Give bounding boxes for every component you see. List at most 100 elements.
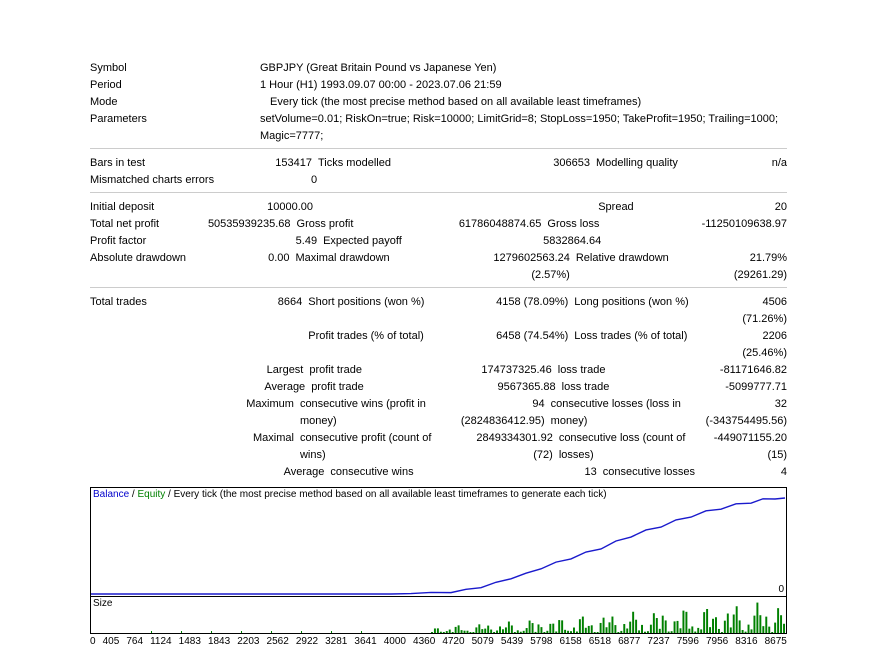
bars-value: 153417 bbox=[247, 155, 312, 172]
xaxis-tick: 8675 bbox=[765, 636, 787, 647]
grossprofit-label: Gross profit bbox=[291, 216, 459, 233]
short-value: 4158 (78.09%) bbox=[485, 294, 568, 328]
avg-cl-label: consecutive losses bbox=[597, 464, 781, 481]
row-symbol: Symbol GBPJPY (Great Britain Pound vs Ja… bbox=[90, 60, 787, 77]
max-cw-label: consecutive wins (profit in money) bbox=[294, 396, 455, 430]
spread-value: 20 bbox=[775, 199, 787, 216]
ltrades-label: Loss trades (% of total) bbox=[568, 328, 742, 362]
balance-line-svg bbox=[91, 488, 786, 596]
totaltrades-value: 8664 bbox=[240, 294, 302, 328]
reldd-value: 21.79% (29261.29) bbox=[734, 250, 787, 284]
separator bbox=[90, 192, 787, 199]
xaxis-tick: 405 bbox=[103, 636, 120, 647]
xaxis-tick: 1483 bbox=[179, 636, 201, 647]
xaxis-tick: 4000 bbox=[384, 636, 406, 647]
xaxis-tick: 7237 bbox=[647, 636, 669, 647]
totaltrades-label: Total trades bbox=[90, 294, 240, 328]
xaxis-tick: 7956 bbox=[706, 636, 728, 647]
grossloss-value: -11250109638.97 bbox=[702, 216, 787, 233]
payoff-label: Expected payoff bbox=[317, 233, 512, 250]
xaxis-tick: 4360 bbox=[413, 636, 435, 647]
maximum-label: Maximum bbox=[229, 396, 294, 430]
size-chart: Size bbox=[90, 597, 787, 634]
avg-pt-value: 9567365.88 bbox=[475, 379, 556, 396]
mode-value: Every tick (the most precise method base… bbox=[260, 94, 787, 111]
maxdd-label: Maximal drawdown bbox=[290, 250, 462, 284]
legend-balance: Balance bbox=[93, 489, 129, 500]
xaxis-tick: 5798 bbox=[530, 636, 552, 647]
row-mode: Mode Every tick (the most precise method… bbox=[90, 94, 787, 111]
largest-lt-label: loss trade bbox=[552, 362, 720, 379]
grossloss-label: Gross loss bbox=[541, 216, 701, 233]
chart-legend: Balance / Equity / Every tick (the most … bbox=[93, 489, 607, 500]
ticks-value: 306653 bbox=[503, 155, 590, 172]
size-bars-svg bbox=[91, 597, 786, 633]
separator bbox=[90, 287, 787, 294]
deposit-value: 10000.00 bbox=[248, 199, 313, 216]
mismatch-label: Mismatched charts errors bbox=[90, 172, 251, 189]
spread-label: Spread bbox=[592, 199, 775, 216]
mismatch-value: 0 bbox=[251, 172, 317, 189]
ptrades-value: 6458 (74.54%) bbox=[485, 328, 568, 362]
chart-zero: 0 bbox=[778, 584, 784, 595]
maximal-label: Maximal bbox=[229, 430, 294, 464]
xaxis-tick: 3641 bbox=[354, 636, 376, 647]
xaxis-tick: 2203 bbox=[237, 636, 259, 647]
long-label: Long positions (won %) bbox=[568, 294, 742, 328]
symbol-label: Symbol bbox=[90, 60, 260, 77]
legend-rest: / Every tick (the most precise method ba… bbox=[165, 489, 606, 500]
profitfactor-value: 5.49 bbox=[251, 233, 317, 250]
xaxis-tick: 6518 bbox=[589, 636, 611, 647]
xaxis-tick: 3281 bbox=[325, 636, 347, 647]
avg-lt-value: -5099777.71 bbox=[725, 379, 787, 396]
params-value: setVolume=0.01; RiskOn=true; Risk=10000;… bbox=[260, 111, 787, 145]
balance-chart: Balance / Equity / Every tick (the most … bbox=[90, 487, 787, 597]
ptrades-label: Profit trades (% of total) bbox=[302, 328, 485, 362]
xaxis-tick: 7596 bbox=[677, 636, 699, 647]
largest-label: Largest bbox=[235, 362, 303, 379]
long-value: 4506 (71.26%) bbox=[742, 294, 787, 328]
reldd-label: Relative drawdown bbox=[534, 250, 734, 284]
row-period: Period 1 Hour (H1) 1993.09.07 00:00 - 20… bbox=[90, 77, 787, 94]
report-container: Symbol GBPJPY (Great Britain Pound vs Ja… bbox=[0, 0, 877, 647]
legend-equity: Equity bbox=[137, 489, 165, 500]
largest-pt-label: profit trade bbox=[303, 362, 471, 379]
chart-xaxis: 0405764112414831843220325622922328136414… bbox=[90, 636, 787, 647]
max-closs-value: -449071155.20 (15) bbox=[714, 430, 787, 464]
xaxis-tick: 5079 bbox=[472, 636, 494, 647]
xaxis-tick: 6877 bbox=[618, 636, 640, 647]
xaxis-tick: 1843 bbox=[208, 636, 230, 647]
grossprofit-value: 61786048874.65 bbox=[459, 216, 542, 233]
average-label: Average bbox=[236, 379, 305, 396]
xaxis-tick: 2562 bbox=[267, 636, 289, 647]
xaxis-tick: 0 bbox=[90, 636, 96, 647]
xaxis-tick: 4720 bbox=[442, 636, 464, 647]
xaxis-tick: 8316 bbox=[735, 636, 757, 647]
payoff-value: 5832864.64 bbox=[512, 233, 601, 250]
ticks-label: Ticks modelled bbox=[312, 155, 503, 172]
largest-lt-value: -81171646.82 bbox=[720, 362, 787, 379]
average2-label: Average bbox=[249, 464, 324, 481]
mode-label: Mode bbox=[90, 94, 260, 111]
ltrades-value: 2206 (25.46%) bbox=[742, 328, 787, 362]
row-params: Parameters setVolume=0.01; RiskOn=true; … bbox=[90, 111, 787, 145]
max-cp-label: consecutive profit (count of wins) bbox=[294, 430, 455, 464]
avg-pt-label: profit trade bbox=[305, 379, 475, 396]
largest-pt-value: 174737325.46 bbox=[472, 362, 552, 379]
separator bbox=[90, 148, 787, 155]
max-cl-label: consecutive losses (loss in money) bbox=[529, 396, 706, 430]
profitfactor-label: Profit factor bbox=[90, 233, 251, 250]
xaxis-tick: 5439 bbox=[501, 636, 523, 647]
xaxis-tick: 1124 bbox=[150, 636, 172, 647]
xaxis-tick: 2922 bbox=[296, 636, 318, 647]
quality-label: Modelling quality bbox=[590, 155, 772, 172]
avg-cw-label: consecutive wins bbox=[324, 464, 508, 481]
absdd-label: Absolute drawdown bbox=[90, 250, 231, 284]
avg-cl-value: 4 bbox=[781, 464, 787, 481]
period-value: 1 Hour (H1) 1993.09.07 00:00 - 2023.07.0… bbox=[260, 77, 787, 94]
period-label: Period bbox=[90, 77, 260, 94]
symbol-value: GBPJPY (Great Britain Pound vs Japanese … bbox=[260, 60, 787, 77]
deposit-label: Initial deposit bbox=[90, 199, 248, 216]
quality-value: n/a bbox=[772, 155, 787, 172]
absdd-value: 0.00 bbox=[231, 250, 289, 284]
